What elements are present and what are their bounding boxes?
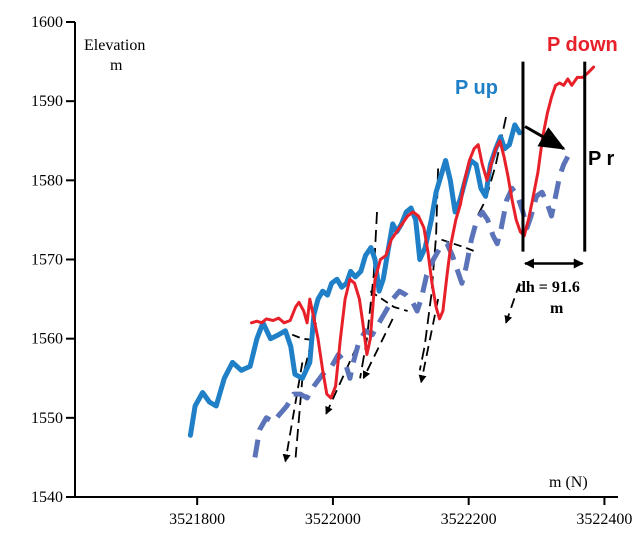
x-axis-title: m (N) bbox=[549, 474, 588, 491]
dh-label-line2: m bbox=[550, 300, 564, 317]
x-tick-label: 3522000 bbox=[305, 511, 361, 528]
y-tick-label: 1590 bbox=[31, 93, 63, 110]
dashed-guide-arrow bbox=[325, 346, 358, 415]
series-line-p-up bbox=[187, 122, 523, 438]
dashed-guide-arrow bbox=[504, 282, 521, 324]
series-layer bbox=[187, 65, 596, 458]
label-p-r: P r bbox=[588, 148, 615, 170]
x-tick-label: 3521800 bbox=[169, 511, 225, 528]
x-tick-label: 3522200 bbox=[441, 511, 497, 528]
x-axis-ticks: 3521800 3522000 3522200 3522400 bbox=[169, 497, 632, 528]
y-axis-ticks: 1540 1550 1560 1570 1580 1590 1600 bbox=[31, 14, 75, 506]
x-tick-label: 3522400 bbox=[576, 511, 632, 528]
axes bbox=[74, 22, 618, 498]
y-tick-label: 1600 bbox=[31, 14, 63, 31]
label-p-up: P up bbox=[455, 77, 498, 99]
y-tick-label: 1570 bbox=[31, 252, 63, 269]
annotation-layer bbox=[521, 61, 587, 269]
dashed-guide-line bbox=[418, 168, 439, 371]
series-line-p-down bbox=[250, 65, 596, 400]
p-r-arrow bbox=[524, 125, 566, 150]
dh-label-line1: dh = 91.6 bbox=[517, 279, 580, 296]
y-tick-label: 1550 bbox=[31, 410, 63, 427]
y-tick-label: 1540 bbox=[31, 489, 63, 506]
dashed-guide-line bbox=[359, 211, 378, 379]
y-axis-title-line1: Elevation bbox=[84, 37, 145, 54]
label-p-down: P down bbox=[547, 34, 618, 56]
dashed-guide-arrow bbox=[362, 318, 394, 380]
y-tick-label: 1560 bbox=[31, 331, 63, 348]
y-tick-label: 1580 bbox=[31, 172, 63, 189]
flat-guide-line bbox=[369, 290, 408, 312]
flat-guide-line bbox=[441, 238, 476, 253]
dashed-guide-arrow bbox=[418, 298, 440, 384]
y-axis-title-line2: m bbox=[110, 57, 123, 74]
